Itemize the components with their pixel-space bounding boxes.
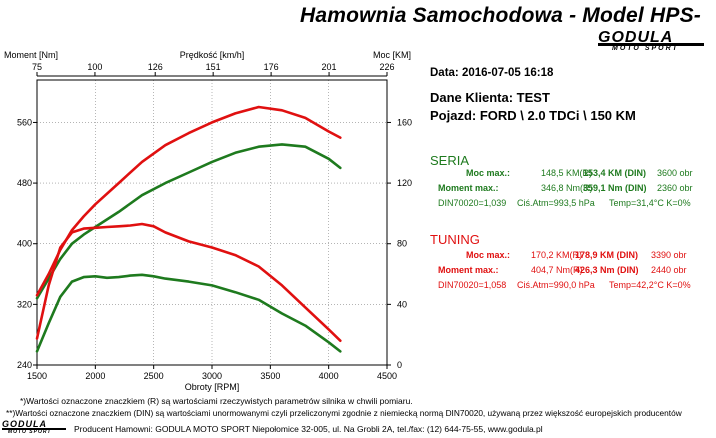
footnote-r: *)Wartości oznaczone znaczkiem (R) są wa… [20,396,413,406]
top-tick-label: 151 [206,62,221,72]
client-name: Dane Klienta: TEST [430,90,550,105]
y-left-tick-label: 400 [17,239,32,249]
seria-temp: Temp=31,4°C K=0% [609,198,691,208]
seria-title: SERIA [430,153,470,168]
footnote-din: **)Wartości oznaczone znaczkiem (DIN) są… [6,408,682,418]
logo-sub: MOTO SPORT [612,45,679,52]
y-right-tick-label: 120 [397,178,412,188]
y-right-axis-title: Moc [KM] [373,50,411,60]
tuning-atm: Ciś.Atm=990,0 hPa [517,280,595,290]
tuning-moc-label: Moc max.: [466,250,511,260]
seria-din: DIN70020=1,039 [438,198,507,208]
godula-logo: GODULA MOTO SPORT [598,29,710,52]
tuning-title: TUNING [430,232,480,247]
x-tick-label: 2000 [85,371,105,381]
seria-moment-din: 359,1 Nm (DIN) [583,183,647,193]
chart-axes [33,72,391,369]
series-tuning-moment-line [35,222,342,343]
top-tick-label: 75 [32,62,42,72]
y-right-tick-label: 160 [397,117,412,127]
top-tick-label: 126 [148,62,163,72]
logo-name: GODULA [598,29,674,46]
y-left-tick-label: 480 [17,178,32,188]
y-right-tick-label: 40 [397,299,407,309]
x-axis-title: Obroty [RPM] [185,382,240,392]
top-tick-label: 226 [379,62,394,72]
tuning-moment-label: Moment max.: [438,265,499,275]
tuning-moc-din: 178,9 KM (DIN) [575,250,639,260]
producer-info: Producent Hamowni: GODULA MOTO SPORT Nie… [74,424,543,434]
seria-atm: Ciś.Atm=993,5 hPa [517,198,595,208]
series-seria-moc-line [35,143,342,300]
tuning-moment-r: 404,7 Nm(R) [531,265,583,275]
y-right-tick-label: 0 [397,360,402,370]
x-tick-label: 4000 [319,371,339,381]
top-tick-label: 176 [264,62,279,72]
y-right-tick-label: 80 [397,239,407,249]
y-left-axis-title: Moment [Nm] [4,50,58,60]
x-tick-label: 2500 [144,371,164,381]
y-left-tick-label: 320 [17,299,32,309]
test-date: Data: 2016-07-05 16:18 [430,67,554,79]
tuning-temp: Temp=42,2°C K=0% [609,280,691,290]
top-tick-label: 100 [87,62,102,72]
seria-moment-r: 346,8 Nm(R) [541,183,593,193]
tuning-moc-r: 170,2 KM(R) [531,250,583,260]
y-left-tick-label: 240 [17,360,32,370]
chart-series [35,105,342,353]
tuning-moc-rpm: 3390 obr [651,250,687,260]
logo-small-name: GODULA [2,419,47,429]
vehicle-name: Pojazd: FORD \ 2.0 TDCi \ 150 KM [430,108,636,123]
top-axis-title: Prędkość [km/h] [180,50,245,60]
x-tick-label: 3000 [202,371,222,381]
seria-moment-label: Moment max.: [438,183,499,193]
seria-moc-din: 153,4 KM (DIN) [583,168,647,178]
seria-moc-label: Moc max.: [466,168,511,178]
godula-logo-small: GODULA MOTO SPORT [2,419,70,436]
seria-moment-rpm: 2360 obr [657,183,693,193]
seria-moc-rpm: 3600 obr [657,168,693,178]
y-left-tick-label: 560 [17,117,32,127]
x-tick-label: 3500 [260,371,280,381]
seria-moc-r: 148,5 KM(R) [541,168,593,178]
tuning-moment-din: 426,3 Nm (DIN) [575,265,639,275]
top-tick-label: 201 [322,62,337,72]
tuning-moment-rpm: 2440 obr [651,265,687,275]
x-tick-label: 1500 [27,371,47,381]
logo-small-sub: MOTO SPORT [8,429,52,435]
chart-labels: 1500 2000 2500 3000 3500 4000 4500240320400480… [4,50,412,392]
logo-bar [598,43,704,46]
logo-small-bar [2,428,66,430]
page-title: Hamownia Samochodowa - Model HPS- [300,4,701,27]
x-tick-label: 4500 [377,371,397,381]
series-seria-moment-line [35,273,342,353]
tuning-din: DIN70020=1,058 [438,280,507,290]
series-tuning-moc-line [35,105,342,297]
